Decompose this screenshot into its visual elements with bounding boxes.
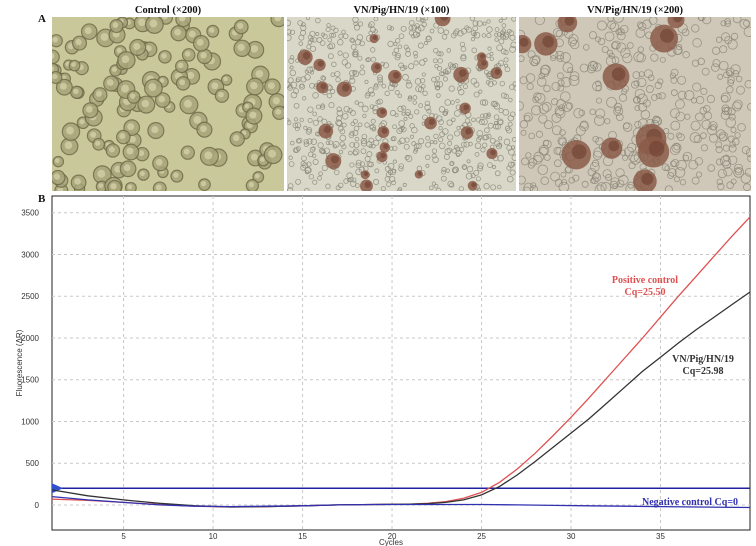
x-axis-label: Cycles xyxy=(379,538,403,546)
panel-b-label: B xyxy=(38,193,46,205)
y-tick-label: 1000 xyxy=(21,417,39,426)
micrograph-control xyxy=(52,17,284,191)
y-tick-label: 0 xyxy=(35,501,40,510)
series-line xyxy=(51,495,751,509)
x-tick-label: 15 xyxy=(298,532,307,541)
panel-a-label: A xyxy=(38,13,46,25)
x-tick-label: 35 xyxy=(656,532,665,541)
y-tick-label: 2000 xyxy=(21,334,39,343)
micrograph-infected-x100 xyxy=(287,17,516,191)
y-tick-label: 2500 xyxy=(21,292,39,301)
y-tick-label: 500 xyxy=(26,459,40,468)
x-tick-label: 10 xyxy=(209,532,218,541)
series-annotation: Positive control xyxy=(612,275,678,286)
x-tick-label: 5 xyxy=(121,532,126,541)
series-annotation: Negative control Cq=0 xyxy=(642,497,738,508)
micrograph-caption-control: Control (×200) xyxy=(134,5,202,16)
y-axis-label: Fluorescence (ΔR) xyxy=(15,329,24,396)
x-tick-label: 20 xyxy=(388,532,397,541)
x-tick-label: 25 xyxy=(477,532,486,541)
micrograph-caption-infected-x100: VN/Pig/HN/19 (×100) xyxy=(353,5,450,16)
series-annotation: Cq=25.50 xyxy=(625,287,666,298)
y-tick-label: 1500 xyxy=(21,376,39,385)
x-tick-label: 30 xyxy=(567,532,576,541)
y-tick-label: 3500 xyxy=(21,209,39,218)
micrograph-caption-infected-x200: VN/Pig/HN/19 (×200) xyxy=(586,5,684,16)
series-annotation: VN/Pig/HN/19 xyxy=(672,354,734,365)
micrograph-infected-x200 xyxy=(519,17,751,191)
qpcr-amplification-chart: 5 10 15 20 25 30 35 0 500 1000 1500 2000 2500 3000 350… xyxy=(15,195,751,546)
series-annotation: Cq=25.98 xyxy=(683,366,724,377)
y-tick-label: 3000 xyxy=(21,250,39,259)
